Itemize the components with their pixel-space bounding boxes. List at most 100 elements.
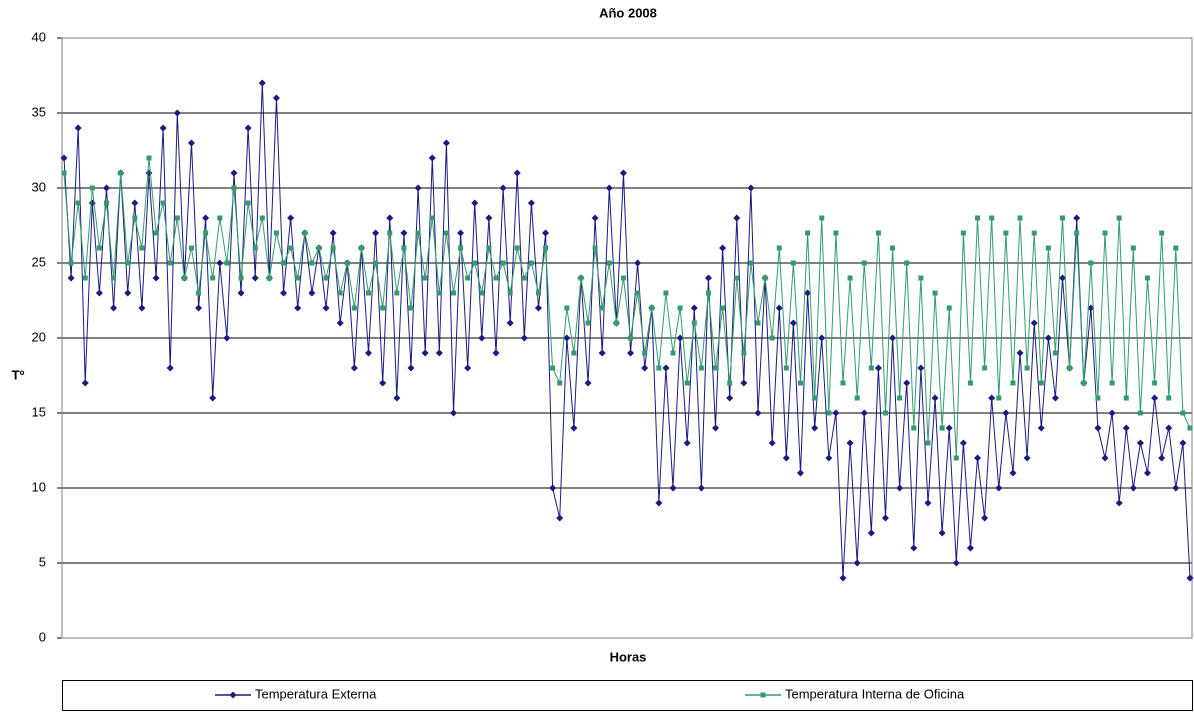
marker (330, 245, 336, 251)
marker (697, 484, 705, 492)
x-axis-title: Horas (610, 649, 647, 664)
y-tick-label: 5 (39, 554, 46, 569)
marker (1037, 424, 1045, 432)
marker (967, 380, 973, 386)
marker (550, 365, 556, 371)
marker (486, 245, 492, 251)
marker (789, 319, 797, 327)
marker (273, 230, 279, 236)
marker (153, 230, 159, 236)
marker (1123, 395, 1129, 401)
marker (231, 185, 237, 191)
series-line (63, 82, 1191, 579)
marker (917, 364, 925, 372)
marker (415, 230, 421, 236)
marker (224, 260, 230, 266)
marker (557, 380, 563, 386)
marker (812, 395, 818, 401)
marker (727, 380, 733, 386)
marker (195, 304, 203, 312)
marker (500, 260, 506, 266)
marker (563, 334, 571, 342)
marker (295, 275, 301, 281)
marker (818, 334, 826, 342)
marker (1045, 245, 1051, 251)
marker (570, 424, 578, 432)
marker (167, 260, 173, 266)
marker (472, 260, 478, 266)
marker (939, 425, 945, 431)
marker (974, 454, 982, 462)
marker (95, 289, 103, 297)
marker (159, 124, 167, 132)
marker (485, 214, 493, 222)
marker (478, 334, 486, 342)
marker (366, 290, 372, 296)
y-tick-label: 0 (39, 629, 46, 644)
marker (1030, 319, 1038, 327)
marker (833, 230, 839, 236)
marker (507, 290, 513, 296)
marker (975, 215, 981, 221)
marker (146, 155, 152, 161)
marker (797, 469, 805, 477)
marker (875, 230, 881, 236)
y-tick-label: 30 (32, 179, 46, 194)
marker (465, 275, 471, 281)
marker (861, 260, 867, 266)
marker (826, 410, 832, 416)
marker (613, 320, 619, 326)
marker (216, 259, 224, 267)
marker (187, 139, 195, 147)
marker (874, 364, 882, 372)
marker (394, 290, 400, 296)
marker (1010, 380, 1016, 386)
marker (1031, 230, 1037, 236)
marker (1145, 275, 1151, 281)
marker (578, 275, 584, 281)
marker (897, 395, 903, 401)
marker (527, 199, 535, 207)
marker (152, 274, 160, 282)
marker (287, 214, 295, 222)
marker (520, 334, 528, 342)
marker (768, 439, 776, 447)
marker (1094, 424, 1102, 432)
marker (860, 409, 868, 417)
marker (252, 245, 258, 251)
marker (393, 394, 401, 402)
marker (464, 364, 472, 372)
marker (203, 230, 209, 236)
marker (308, 289, 316, 297)
marker (188, 245, 194, 251)
marker (705, 290, 711, 296)
marker (471, 199, 479, 207)
marker (443, 230, 449, 236)
marker (351, 305, 357, 311)
marker (238, 275, 244, 281)
marker (230, 169, 238, 177)
marker (1038, 380, 1044, 386)
marker (1051, 394, 1059, 402)
marker (1109, 380, 1115, 386)
marker (690, 304, 698, 312)
marker (1165, 424, 1173, 432)
marker (223, 334, 231, 342)
marker (400, 229, 408, 237)
marker (1095, 395, 1101, 401)
marker (988, 394, 996, 402)
marker (854, 395, 860, 401)
marker (421, 349, 429, 357)
marker (1044, 334, 1052, 342)
marker (322, 304, 330, 312)
y-tick-label: 35 (32, 104, 46, 119)
marker (280, 289, 288, 297)
marker (1073, 214, 1081, 222)
marker (713, 365, 719, 371)
marker (889, 334, 897, 342)
marker (953, 455, 959, 461)
y-tick-label: 20 (32, 329, 46, 344)
marker (1116, 215, 1122, 221)
marker (542, 229, 550, 237)
marker (387, 230, 393, 236)
